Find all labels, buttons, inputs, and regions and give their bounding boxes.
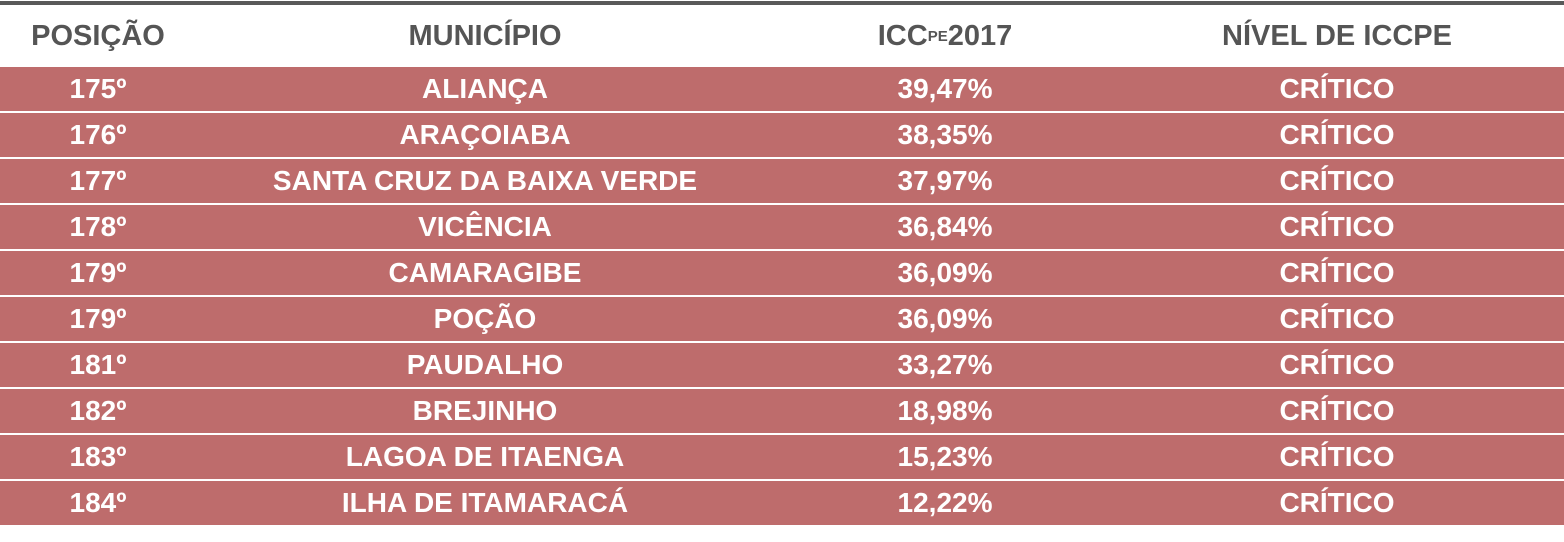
table-row: 177º SANTA CRUZ DA BAIXA VERDE 37,97% CRÍTI… bbox=[0, 159, 1564, 203]
table-cell: BREJINHO bbox=[412, 395, 558, 426]
table-cell: 179º bbox=[69, 303, 127, 334]
header-cell: POSIÇÃO bbox=[31, 19, 165, 52]
table-cell: 176º bbox=[69, 119, 127, 150]
table-cell: 182º bbox=[69, 395, 127, 426]
table-cell: 36,09% bbox=[897, 303, 993, 334]
table-cell: 38,35% bbox=[897, 119, 993, 150]
table-cell: 15,23% bbox=[897, 441, 993, 472]
table-cell: 175º bbox=[69, 73, 127, 104]
table-cell: 181º bbox=[69, 349, 127, 380]
table-cell: 36,84% bbox=[897, 211, 993, 242]
table-cell: LAGOA DE ITAENGA bbox=[345, 441, 625, 472]
table-cell: SANTA CRUZ DA BAIXA VERDE bbox=[272, 165, 698, 196]
table-row: 179º POÇÃO 36,09% CRÍTICO bbox=[0, 297, 1564, 341]
table-row: 176º ARAÇOIABA 38,35% CRÍTICO bbox=[0, 113, 1564, 157]
table-cell: 33,27% bbox=[897, 349, 993, 380]
table-cell: 12,22% bbox=[897, 487, 993, 518]
table-row: 179º CAMARAGIBE 36,09% CRÍTICO bbox=[0, 251, 1564, 295]
table-cell: CRÍTICO bbox=[1279, 441, 1395, 472]
table-cell: CRÍTICO bbox=[1279, 349, 1395, 380]
table-cell: CRÍTICO bbox=[1279, 395, 1395, 426]
table-cell: CRÍTICO bbox=[1279, 165, 1395, 196]
table-cell: ARAÇOIABA bbox=[399, 119, 571, 150]
table-cell: 37,97% bbox=[897, 165, 993, 196]
table-cell: CAMARAGIBE bbox=[388, 257, 582, 288]
header-text: 2017 bbox=[947, 19, 1013, 52]
table-cell: 184º bbox=[69, 487, 127, 518]
table-row: 181º PAUDALHO 33,27% CRÍTICO bbox=[0, 343, 1564, 387]
table-cell: POÇÃO bbox=[433, 303, 537, 334]
header-cell: NÍVEL DE ICCPE bbox=[1222, 19, 1452, 52]
header-cell: MUNICÍPIO bbox=[408, 19, 562, 52]
table-row: 178º VICÊNCIA 36,84% CRÍTICO bbox=[0, 205, 1564, 249]
header-cell: ICC PE 2017 bbox=[820, 8, 1070, 64]
table-cell: ILHA DE ITAMARACÁ bbox=[341, 487, 629, 518]
header-row: POSIÇÃO MUNICÍPIO ICC PE 2017 NÍVEL DE ICC… bbox=[0, 8, 1564, 64]
table-cell: VICÊNCIA bbox=[418, 211, 552, 242]
header-text: ICC bbox=[877, 19, 928, 52]
table-cell: 177º bbox=[69, 165, 127, 196]
table-cell: 183º bbox=[69, 441, 127, 472]
table-cell: CRÍTICO bbox=[1279, 211, 1395, 242]
table-cell: 179º bbox=[69, 257, 127, 288]
table-cell: 18,98% bbox=[897, 395, 993, 426]
table-row: 183º LAGOA DE ITAENGA 15,23% CRÍTICO bbox=[0, 435, 1564, 479]
top-rule bbox=[0, 1, 1564, 5]
header-subscript: PE bbox=[927, 27, 948, 45]
table-row: 182º BREJINHO 18,98% CRÍTICO bbox=[0, 389, 1564, 433]
table-row: 184º ILHA DE ITAMARACÁ 12,22% CRÍTICO bbox=[0, 481, 1564, 525]
table-cell: CRÍTICO bbox=[1279, 257, 1395, 288]
table-cell: 39,47% bbox=[897, 73, 993, 104]
table-cell: CRÍTICO bbox=[1279, 73, 1395, 104]
table-cell: PAUDALHO bbox=[406, 349, 564, 380]
table-cell: CRÍTICO bbox=[1279, 303, 1395, 334]
table-cell: 178º bbox=[69, 211, 127, 242]
table-cell: CRÍTICO bbox=[1279, 119, 1395, 150]
table-cell: CRÍTICO bbox=[1279, 487, 1395, 518]
table-cell: 36,09% bbox=[897, 257, 993, 288]
table-cell: ALIANÇA bbox=[422, 73, 548, 104]
table-row: 175º ALIANÇA 39,47% CRÍTICO bbox=[0, 67, 1564, 111]
